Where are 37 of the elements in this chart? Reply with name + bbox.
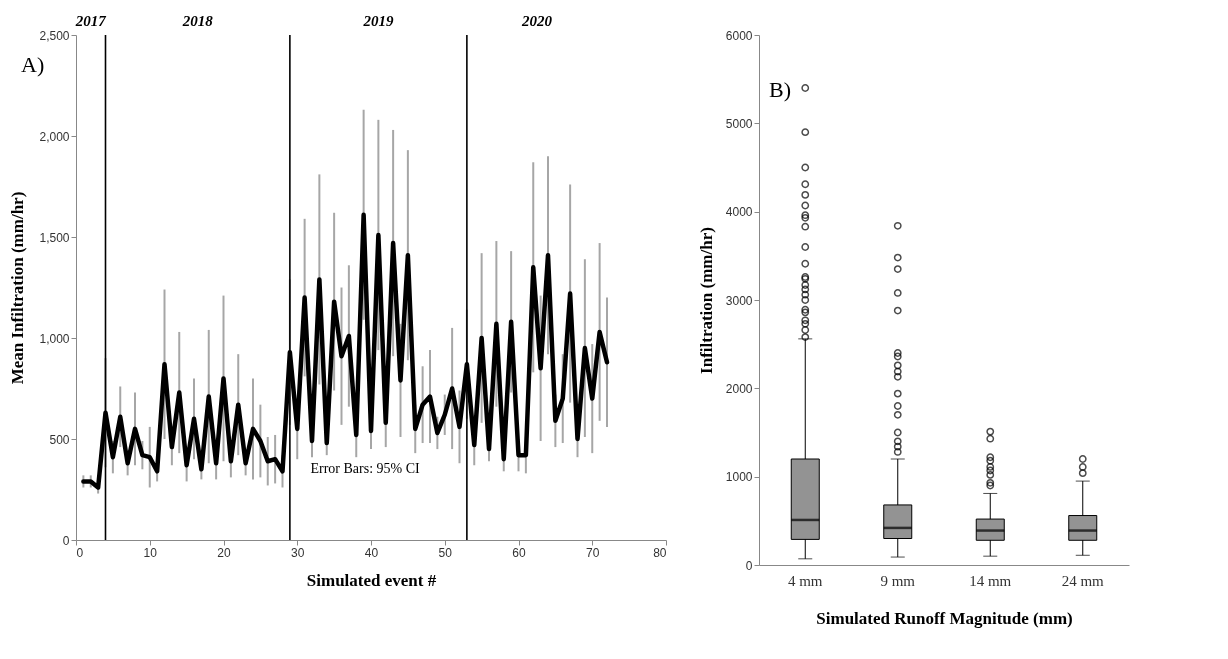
text: 2020: [520, 13, 553, 29]
y-tick-label: 3000: [725, 293, 753, 308]
x-tick-label: 10: [143, 545, 158, 560]
text: 2018: [181, 13, 214, 29]
y-tick-label: 4000: [725, 205, 753, 220]
y-tick-label: 500: [49, 432, 70, 447]
x-axis-title: Simulated Runoff Magnitude (mm): [816, 608, 1073, 628]
y-tick-label: 2,500: [39, 28, 70, 43]
x-tick-label: 24 mm: [1061, 572, 1105, 589]
x-tick-label: 20: [217, 545, 231, 560]
x-tick-label: 9 mm: [880, 572, 916, 589]
y-tick-label: 0: [745, 558, 753, 573]
x-axis-title: Simulated event #: [306, 570, 437, 590]
y-tick-label: 1,500: [39, 230, 70, 245]
y-axis-title: Infiltration (mm/hr): [696, 227, 716, 374]
y-tick-label: 2,000: [39, 129, 70, 144]
text: A): [21, 52, 45, 77]
x-tick-label: 60: [512, 545, 526, 560]
x-tick-label: 0: [76, 545, 84, 560]
y-tick-label: 2000: [725, 381, 753, 396]
x-tick-label: 80: [653, 545, 667, 560]
y-tick-label: 5000: [725, 116, 753, 131]
x-tick-label: 30: [291, 545, 305, 560]
x-tick-label: 14 mm: [969, 572, 1012, 589]
x-tick-label: 50: [438, 545, 453, 560]
y-tick-label: 1000: [725, 470, 753, 485]
text: 2019: [362, 13, 394, 29]
y-tick-label: 6000: [725, 28, 753, 43]
y-axis-title: Mean Infiltration (mm/hr): [8, 191, 28, 385]
x-tick-label: 40: [364, 545, 379, 560]
text: B): [769, 77, 791, 102]
text: 2017: [74, 13, 107, 29]
x-tick-label: 4 mm: [787, 572, 823, 589]
annotation: Error Bars: 95% CI: [310, 461, 421, 477]
y-tick-label: 0: [62, 533, 70, 548]
x-tick-label: 70: [586, 545, 600, 560]
y-tick-label: 1,000: [39, 331, 70, 346]
